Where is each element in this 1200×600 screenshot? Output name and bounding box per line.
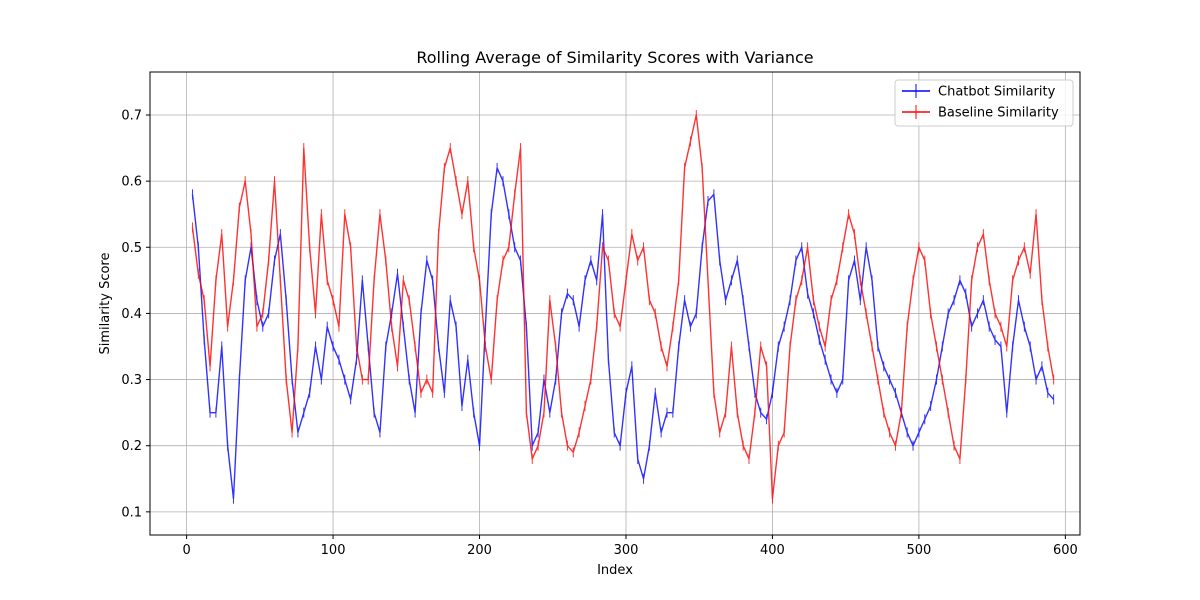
- plot-area-frame: [149, 71, 1081, 536]
- series-line-chatbot: [191, 167, 1055, 500]
- y-tick-label: 0.7: [121, 108, 142, 123]
- legend-label-chatbot: Chatbot Similarity: [938, 85, 1056, 100]
- x-tick-label: 500: [906, 543, 931, 558]
- legend-label-baseline: Baseline Similarity: [938, 106, 1059, 121]
- y-tick-label: 0.2: [121, 439, 142, 454]
- y-tick-label: 0.5: [121, 241, 142, 256]
- series-line-baseline: [191, 114, 1055, 500]
- y-tick-label: 0.3: [121, 373, 142, 388]
- legend-box: [894, 79, 1074, 127]
- y-tick-label: 0.6: [121, 175, 142, 190]
- y-tick-label: 0.1: [121, 505, 142, 520]
- x-tick-label: 200: [467, 543, 492, 558]
- x-tick-label: 600: [1053, 543, 1078, 558]
- axes-ticks: 0 100 200 300 400 500 600 0.1 0.2 0.3 0.4 0.5 0.6 0.7: [121, 108, 1077, 558]
- chart-title: Rolling Average of Similarity Scores wit…: [416, 48, 813, 67]
- series-baseline: [191, 109, 1055, 504]
- legend: Chatbot Similarity Baseline Similarity: [894, 79, 1074, 127]
- x-tick-label: 400: [760, 543, 785, 558]
- series-layer: [191, 109, 1055, 504]
- x-axis-title: Index: [597, 563, 633, 578]
- y-axis-title: Similarity Score: [98, 252, 113, 354]
- x-tick-label: 100: [321, 543, 346, 558]
- x-tick-label: 0: [182, 543, 190, 558]
- y-tick-label: 0.4: [121, 307, 142, 322]
- series-chatbot: [191, 162, 1055, 504]
- x-tick-label: 300: [614, 543, 639, 558]
